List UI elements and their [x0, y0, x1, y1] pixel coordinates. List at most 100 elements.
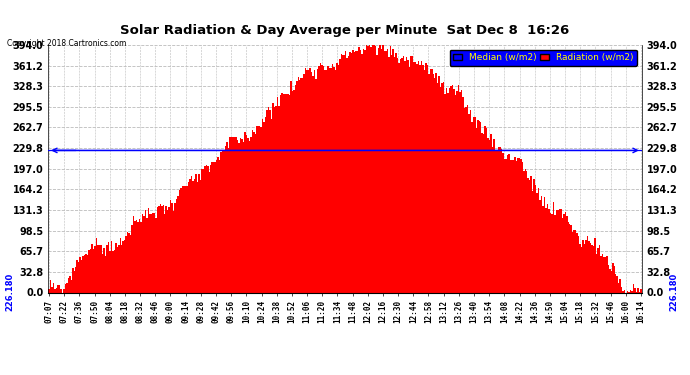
Bar — [99, 245, 100, 292]
Bar — [544, 197, 545, 292]
Bar — [385, 51, 386, 292]
Bar — [384, 51, 385, 292]
Bar — [553, 202, 554, 292]
Bar — [212, 162, 213, 292]
Bar — [56, 288, 57, 292]
Bar — [55, 289, 56, 292]
Bar — [59, 285, 60, 292]
Bar — [377, 48, 379, 292]
Bar — [238, 142, 239, 292]
Bar — [186, 186, 188, 292]
Text: 226.180: 226.180 — [6, 273, 14, 311]
Bar — [624, 290, 625, 292]
Bar — [430, 69, 431, 292]
Bar — [195, 174, 197, 292]
Bar — [501, 149, 502, 292]
Bar — [149, 214, 150, 292]
Bar — [273, 103, 274, 292]
Bar — [433, 74, 434, 292]
Bar — [486, 128, 487, 292]
Bar — [194, 179, 195, 292]
Bar — [449, 88, 451, 292]
Bar — [198, 174, 199, 292]
Bar — [171, 203, 173, 292]
Bar — [421, 61, 422, 292]
Bar — [159, 204, 161, 292]
Bar — [362, 54, 363, 292]
Bar — [146, 218, 148, 292]
Bar — [571, 225, 572, 292]
Bar — [301, 78, 302, 292]
Bar — [366, 42, 367, 292]
Bar — [74, 271, 75, 292]
Bar — [152, 213, 154, 292]
Bar — [464, 108, 465, 292]
Bar — [526, 171, 527, 292]
Bar — [287, 94, 288, 292]
Bar — [311, 72, 313, 292]
Bar — [420, 65, 421, 292]
Bar — [100, 245, 101, 292]
Bar — [438, 75, 440, 292]
Bar — [360, 50, 362, 292]
Bar — [542, 206, 544, 292]
Bar — [517, 158, 519, 292]
Bar — [406, 57, 407, 292]
Bar — [140, 222, 141, 292]
Bar — [522, 162, 523, 292]
Bar — [461, 90, 462, 292]
Bar — [353, 50, 354, 292]
Bar — [324, 70, 326, 292]
Bar — [612, 263, 613, 292]
Bar — [63, 289, 65, 292]
Bar — [164, 213, 166, 292]
Bar — [344, 56, 345, 292]
Bar — [136, 220, 137, 292]
Bar — [217, 157, 219, 292]
Bar — [322, 65, 323, 292]
Bar — [87, 255, 88, 292]
Bar — [262, 119, 264, 292]
Bar — [189, 179, 190, 292]
Bar — [391, 54, 393, 292]
Bar — [268, 107, 269, 292]
Bar — [244, 132, 246, 292]
Bar — [207, 166, 208, 292]
Bar — [604, 256, 606, 292]
Bar — [513, 159, 514, 292]
Bar — [106, 245, 108, 292]
Bar — [443, 82, 444, 292]
Bar — [230, 137, 233, 292]
Bar — [444, 94, 446, 292]
Bar — [182, 186, 184, 292]
Bar — [590, 243, 591, 292]
Bar — [239, 138, 241, 292]
Bar — [382, 44, 384, 292]
Bar — [609, 270, 611, 292]
Bar — [355, 51, 357, 292]
Bar — [466, 105, 468, 292]
Bar — [515, 162, 517, 292]
Bar — [615, 274, 616, 292]
Bar — [163, 205, 164, 292]
Bar — [293, 90, 295, 292]
Bar — [108, 242, 109, 292]
Bar — [260, 127, 262, 292]
Bar — [566, 216, 568, 292]
Bar — [154, 213, 155, 292]
Bar — [578, 236, 580, 292]
Bar — [559, 209, 560, 292]
Bar — [188, 182, 189, 292]
Bar — [471, 122, 473, 292]
Bar — [440, 87, 442, 292]
Bar — [447, 93, 449, 292]
Bar — [603, 258, 604, 292]
Bar — [487, 138, 489, 292]
Bar — [295, 86, 296, 292]
Bar — [78, 262, 79, 292]
Bar — [161, 206, 163, 292]
Bar — [208, 172, 210, 292]
Bar — [128, 234, 130, 292]
Bar — [434, 78, 435, 292]
Bar — [563, 214, 564, 292]
